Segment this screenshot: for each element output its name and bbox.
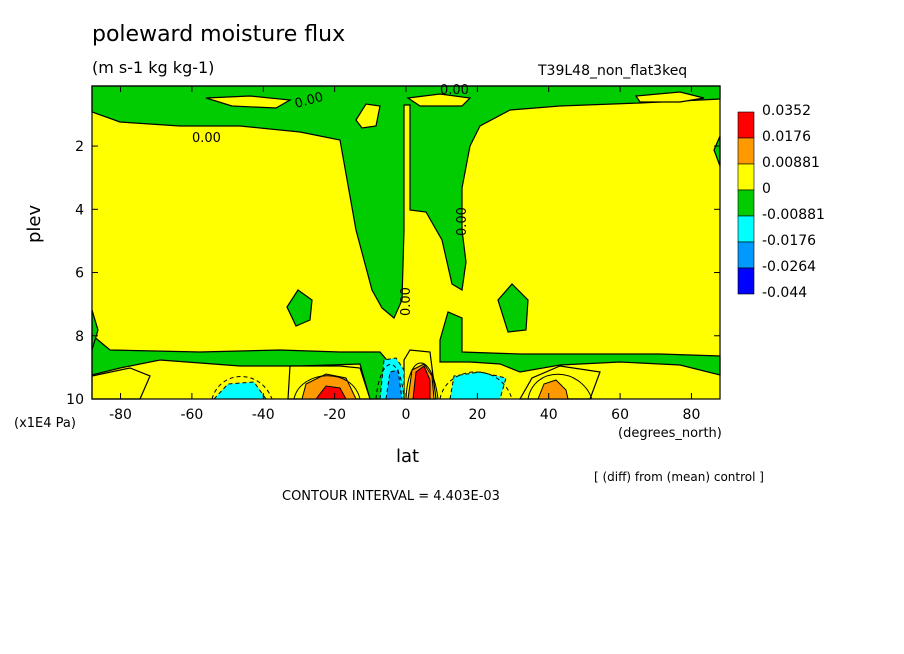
run-label: T39L48_non_flat3keq bbox=[538, 63, 688, 79]
contour-line bbox=[439, 371, 513, 400]
legend-swatch bbox=[737, 215, 755, 243]
region-yellow-top4 bbox=[355, 103, 381, 129]
y-tick-label: 10 bbox=[66, 392, 84, 408]
region-yellow-top1 bbox=[205, 95, 292, 109]
legend-swatch bbox=[737, 163, 755, 191]
legend-level-label: -0.00881 bbox=[762, 207, 825, 223]
legend bbox=[737, 111, 755, 295]
chart-subtitle: (m s-1 kg kg-1) bbox=[92, 58, 215, 77]
y-units: (x1E4 Pa) bbox=[14, 416, 76, 431]
y-tick-label: 2 bbox=[75, 139, 84, 155]
contour-label: 0.00 bbox=[455, 207, 470, 236]
contour-line bbox=[211, 376, 273, 400]
legend-swatch bbox=[737, 137, 755, 165]
contour-line bbox=[293, 375, 361, 400]
legend-level-label: 0.0352 bbox=[762, 103, 811, 119]
legend-level-label: 0.00881 bbox=[762, 155, 820, 171]
legend-level-label: -0.0176 bbox=[762, 233, 817, 249]
legend-level-label: -0.044 bbox=[762, 285, 808, 301]
x-tick-label: 20 bbox=[468, 407, 486, 423]
legend-swatch bbox=[737, 111, 755, 139]
legend-level-label: -0.0264 bbox=[762, 259, 817, 275]
region-yellow-top3 bbox=[634, 91, 705, 103]
contour-label: 0.00 bbox=[440, 83, 469, 98]
legend-level-label: 0.0176 bbox=[762, 129, 811, 145]
x-units: (degrees_north) bbox=[618, 426, 722, 441]
region-yellow-top2 bbox=[406, 93, 472, 107]
y-axis: 2 4 6 8 10 bbox=[66, 139, 720, 408]
contour-label: 0.00 bbox=[192, 131, 221, 146]
x-tick-label: 60 bbox=[611, 407, 629, 423]
x-tick-label: 80 bbox=[683, 407, 701, 423]
x-tick-label: 0 bbox=[402, 407, 411, 423]
chart-title: poleward moisture flux bbox=[92, 22, 346, 47]
legend-swatch bbox=[737, 241, 755, 269]
contour-line bbox=[375, 364, 405, 400]
contour-label: 0.00 bbox=[293, 90, 325, 112]
x-tick-label: -40 bbox=[252, 407, 275, 423]
contour-line bbox=[527, 373, 593, 400]
region-green-main bbox=[91, 85, 721, 319]
x-tick-label: -60 bbox=[180, 407, 203, 423]
field-yellow bbox=[92, 86, 720, 399]
contour-line bbox=[405, 362, 439, 400]
y-tick-label: 8 bbox=[75, 329, 84, 345]
legend-swatch bbox=[737, 189, 755, 217]
comparison-note: [ (diff) from (mean) control ] bbox=[594, 470, 764, 484]
x-tick-label: -20 bbox=[323, 407, 346, 423]
y-tick-label: 6 bbox=[75, 266, 84, 282]
region-green-blob-left bbox=[286, 289, 313, 327]
contour-interval: CONTOUR INTERVAL = 4.403E-03 bbox=[282, 489, 500, 504]
y-tick-label: 4 bbox=[75, 202, 84, 218]
region-green-blob-right bbox=[497, 283, 529, 333]
legend-level-label: 0 bbox=[762, 181, 771, 197]
contour-label: 0.00 bbox=[399, 287, 414, 316]
x-axis: -80 -60 -40 -20 0 20 40 60 80 bbox=[109, 86, 700, 423]
x-tick-label: -80 bbox=[109, 407, 132, 423]
x-axis-label: lat bbox=[396, 446, 420, 467]
x-tick-label: 40 bbox=[540, 407, 558, 423]
legend-swatch bbox=[737, 267, 755, 295]
y-axis-label: plev bbox=[24, 204, 45, 243]
